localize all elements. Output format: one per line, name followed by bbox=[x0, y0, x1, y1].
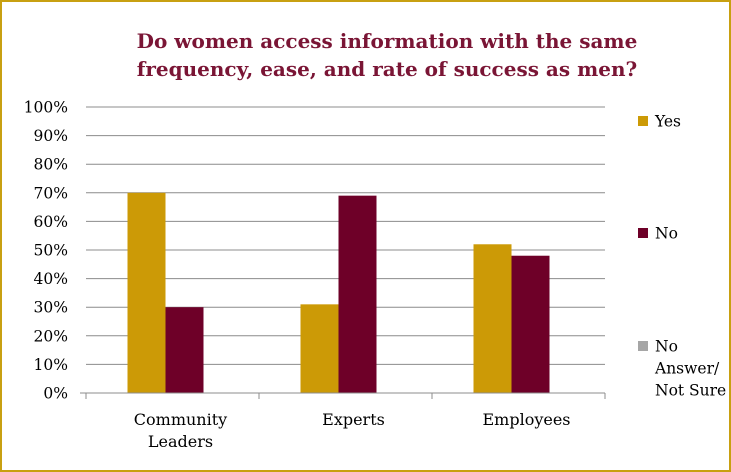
legend-label-no-answer-not-sure-line-3: Not Sure bbox=[655, 382, 726, 400]
bar-yes-community-leaders bbox=[128, 193, 166, 393]
x-category-label-community-leaders-line-1: Community bbox=[134, 410, 227, 429]
bar-no-experts bbox=[339, 196, 377, 393]
y-tick-label-40: 40% bbox=[34, 270, 68, 288]
y-tick-label-20: 20% bbox=[34, 327, 68, 345]
chart-title-line-2: frequency, ease, and rate of success as … bbox=[137, 57, 638, 81]
legend-label-yes: Yes bbox=[654, 113, 681, 131]
bar-yes-employees bbox=[474, 244, 512, 393]
y-tick-label-90: 90% bbox=[34, 127, 68, 145]
chart-title-line-1: Do women access information with the sam… bbox=[137, 29, 638, 53]
legend-label-no-answer-not-sure-line-2: Answer/ bbox=[654, 360, 720, 378]
bar-no-community-leaders bbox=[166, 307, 204, 393]
legend-label-no: No bbox=[655, 225, 678, 243]
y-tick-label-30: 30% bbox=[34, 299, 68, 317]
y-tick-label-100: 100% bbox=[24, 99, 68, 117]
x-category-label-employees: Employees bbox=[482, 410, 570, 429]
y-tick-label-10: 10% bbox=[34, 356, 68, 374]
legend-swatch-no bbox=[638, 228, 648, 238]
x-category-label-community-leaders-line-2: Leaders bbox=[148, 432, 213, 451]
legend-label-no-answer-not-sure-line-1: No bbox=[655, 338, 678, 356]
legend-swatch-yes bbox=[638, 116, 648, 126]
y-tick-label-80: 80% bbox=[34, 156, 68, 174]
legend-swatch-no-answer-not-sure bbox=[638, 341, 648, 351]
y-tick-label-50: 50% bbox=[34, 242, 68, 260]
y-tick-label-0: 0% bbox=[43, 385, 68, 403]
y-tick-label-60: 60% bbox=[34, 213, 68, 231]
bar-no-employees bbox=[512, 256, 550, 393]
bar-yes-experts bbox=[301, 304, 339, 393]
x-category-label-experts: Experts bbox=[322, 410, 385, 429]
y-tick-label-70: 70% bbox=[34, 184, 68, 202]
